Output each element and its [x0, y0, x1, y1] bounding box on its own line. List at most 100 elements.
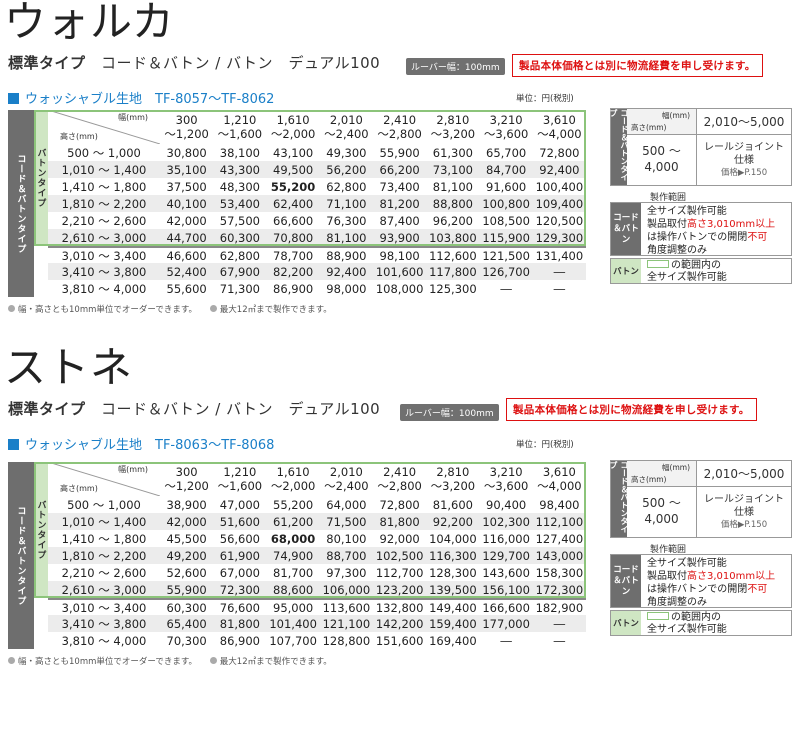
height-range: 3,810 〜 4,000: [61, 633, 147, 648]
price-cell: 125,300: [429, 281, 477, 296]
price-cell: 48,300: [219, 179, 260, 194]
footnotes: 幅・高さとも10mm単位でオーダーできます。 最大12㎡まで製作できます。: [8, 655, 332, 667]
height-range: 1,810 〜 2,200: [61, 196, 147, 211]
header-corner: 幅(mm) 高さ(mm): [48, 462, 160, 496]
price-cell: 121,500: [482, 248, 530, 263]
width-columns: 300 〜1,200 1,210 〜1,600 1,610 〜2,000 2,010 〜2,4…: [160, 110, 586, 144]
price-cell: 61,200: [273, 514, 314, 529]
baton-range: バトン の範囲内の 全サイズ製作可能: [610, 610, 792, 636]
bullet-icon: [8, 657, 15, 664]
price-cell: 88,900: [326, 248, 367, 263]
height-limit-text: 高さ3,010mm以上: [687, 219, 776, 230]
price-cell: 51,600: [219, 514, 260, 529]
baton-operation-text: は操作バトンでの開閉: [647, 584, 748, 595]
width-to: 〜1,600: [217, 479, 263, 493]
price-cell: 100,400: [535, 179, 584, 194]
price-cell: ―: [500, 281, 512, 296]
width-label: 幅(mm): [662, 111, 690, 120]
type-line: 標準タイプ コード＆バトン / バトン デュアル100: [8, 52, 380, 73]
price-cell: 143,600: [482, 565, 530, 580]
height-range: 2,210 〜 2,600: [61, 213, 147, 228]
spec-line-1: レールジョイント: [704, 494, 784, 505]
height-range: 1,410 〜 1,800: [61, 531, 147, 546]
unit-label: 単位：円(税別): [516, 440, 574, 450]
spec-line-2: 仕様: [734, 155, 754, 166]
price-cell: 73,100: [432, 162, 473, 177]
width-to: 〜1,200: [164, 479, 209, 493]
width-from: 3,210: [489, 465, 523, 479]
cord-baton-label: コード＆バトン: [611, 203, 641, 255]
price-cell: 177,000: [482, 616, 530, 631]
price-cell: ―: [553, 264, 566, 279]
price-cell: 129,700: [482, 548, 530, 563]
table-row: 1,410 〜 1,800 45,500 56,600 68,000 80,100 92,…: [48, 530, 586, 547]
price-cell: 98,000: [326, 281, 367, 296]
all-sizes-text: 全サイズ製作可能: [647, 558, 727, 569]
rail-joint-box: コード＆バトンタイプ 幅(mm) 高さ(mm) 2,010〜5,000 500 〜 4,0…: [609, 460, 792, 538]
width-columns: 300 〜1,200 1,210 〜1,600 1,610 〜2,000 2,010 〜2,4…: [160, 462, 586, 496]
price-cell: 91,600: [486, 179, 527, 194]
height-limit-text: 高さ3,010mm以上: [687, 571, 776, 582]
price-cell: 132,800: [375, 600, 424, 615]
baton-label: バトン: [611, 259, 641, 283]
cord-baton-text: 全サイズ製作可能 製品取付高さ3,010mm以上 は操作バトンでの開閉不可 角度調整の…: [647, 205, 775, 257]
price-cell: 81,100: [432, 179, 473, 194]
height-range: 3,410 〜 3,800: [61, 616, 147, 631]
not-possible-text: 不可: [747, 584, 768, 595]
type-desc: コード＆バトン / バトン デュアル100: [101, 54, 381, 72]
price-cell: 81,800: [379, 514, 420, 529]
price-cell: 172,300: [535, 582, 584, 597]
price-cell: 30,800: [166, 145, 207, 160]
height-range: 500 〜 1,000: [67, 497, 141, 512]
price-cell: 67,000: [219, 565, 260, 580]
price-cell: 102,500: [375, 548, 424, 563]
angle-only-text: 角度調整のみ: [647, 597, 707, 608]
width-from: 2,010: [329, 465, 363, 479]
side-corner: 幅(mm) 高さ(mm): [627, 461, 697, 487]
price-cell: 103,800: [429, 230, 477, 245]
price-cell: 169,400: [429, 633, 477, 648]
height-label: 高さ(mm): [60, 484, 98, 493]
price-cell: 86,900: [219, 633, 260, 648]
price-cell: 55,900: [166, 582, 207, 597]
price-cell: 43,300: [219, 162, 260, 177]
rail-width-range: 2,010〜5,000: [697, 109, 791, 135]
not-possible-text: 不可: [747, 232, 768, 243]
table-row: 1,010 〜 1,400 42,000 51,600 61,200 71,500 81,…: [48, 513, 586, 530]
price-cell: 66,600: [273, 213, 314, 228]
width-to: 〜2,000: [270, 127, 316, 141]
price-cell: 98,400: [539, 497, 580, 512]
width-to: 〜3,600: [483, 479, 529, 493]
price-cell: 72,300: [219, 582, 260, 597]
price-cell: 52,600: [166, 565, 207, 580]
price-cell: 116,000: [482, 531, 530, 546]
price-cell: 73,400: [379, 179, 420, 194]
header-corner: 幅(mm) 高さ(mm): [48, 110, 160, 144]
green-frame-icon: [647, 260, 669, 268]
price-cell: 95,000: [273, 600, 314, 615]
price-cell: 115,900: [482, 230, 530, 245]
width-to: 〜2,400: [324, 479, 369, 493]
price-cell: 44,700: [166, 230, 207, 245]
side-corner: 幅(mm) 高さ(mm): [627, 109, 697, 135]
fabric-heading: ウォッシャブル生地 TF-8063〜TF-8068: [8, 434, 274, 453]
height-label: 高さ(mm): [60, 132, 98, 141]
price-cell: ―: [553, 281, 566, 296]
table-body: 500 〜 1,000 38,900 47,000 55,200 64,000 72,80…: [48, 496, 586, 649]
rail-spec: レールジョイント 仕様 価格▶P.150: [697, 487, 791, 537]
within-range-text: の範囲内の: [671, 260, 721, 271]
width-to: 〜1,200: [164, 127, 209, 141]
price-cell: 142,200: [375, 616, 424, 631]
cord-baton-label: コード＆バトン: [611, 555, 641, 607]
price-cell: 129,300: [535, 230, 584, 245]
price-cell: 128,300: [429, 565, 477, 580]
table-header: 幅(mm) 高さ(mm) 300 〜1,200 1,210 〜1,600 1,610 〜2,0…: [48, 462, 586, 496]
height-range: 1,810 〜 2,200: [61, 548, 147, 563]
cord-baton-range: コード＆バトン 全サイズ製作可能 製品取付高さ3,010mm以上 は操作バトンでの開閉…: [610, 202, 792, 256]
table-row: 3,410 〜 3,800 52,400 67,900 82,200 92,400 101…: [48, 263, 586, 280]
spec-line-1: レールジョイント: [704, 142, 784, 153]
type-label: 標準タイプ: [8, 54, 86, 72]
bullet-icon: [209, 657, 217, 664]
price-cell: 35,100: [166, 162, 207, 177]
price-cell: 70,300: [166, 633, 207, 648]
